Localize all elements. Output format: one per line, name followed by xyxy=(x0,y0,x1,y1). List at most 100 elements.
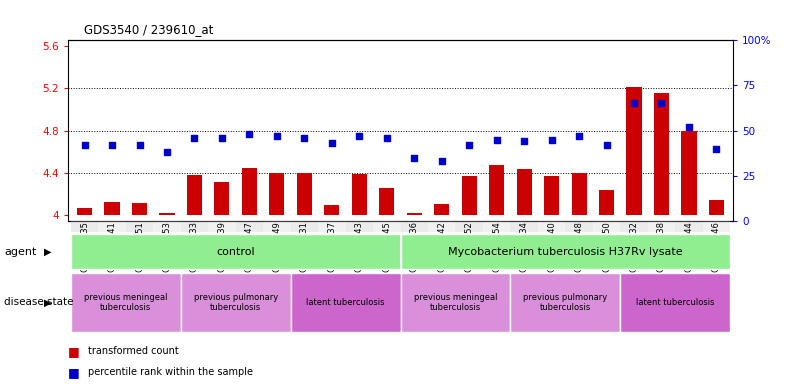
Bar xyxy=(318,221,345,232)
Point xyxy=(628,101,641,107)
Bar xyxy=(373,221,400,232)
Text: ▶: ▶ xyxy=(44,247,51,257)
Point xyxy=(408,155,421,161)
Text: GSM280348: GSM280348 xyxy=(574,221,584,272)
Text: GSM280335: GSM280335 xyxy=(80,221,89,272)
Text: ▶: ▶ xyxy=(44,297,51,308)
Bar xyxy=(291,273,400,332)
Point xyxy=(545,137,558,143)
Point xyxy=(106,142,119,148)
Bar xyxy=(682,131,697,215)
Text: ■: ■ xyxy=(68,366,80,379)
Point xyxy=(490,137,503,143)
Bar xyxy=(572,173,586,215)
Bar xyxy=(70,221,99,232)
Bar xyxy=(566,221,593,232)
Bar xyxy=(702,221,731,232)
Point xyxy=(188,135,201,141)
Bar xyxy=(675,221,702,232)
Text: transformed count: transformed count xyxy=(88,346,179,356)
Text: GSM280350: GSM280350 xyxy=(602,221,611,272)
Point xyxy=(435,158,448,164)
Bar xyxy=(483,221,510,232)
Text: GSM280331: GSM280331 xyxy=(300,221,309,272)
Bar xyxy=(352,174,367,215)
Bar xyxy=(297,173,312,215)
Bar xyxy=(599,190,614,215)
Bar xyxy=(181,273,291,332)
Bar xyxy=(400,234,731,269)
Bar xyxy=(126,221,153,232)
Text: previous meningeal
tuberculosis: previous meningeal tuberculosis xyxy=(413,293,497,312)
Bar xyxy=(187,175,202,215)
Point xyxy=(215,135,228,141)
Text: previous pulmonary
tuberculosis: previous pulmonary tuberculosis xyxy=(523,293,607,312)
Point xyxy=(517,138,530,144)
Text: latent tuberculosis: latent tuberculosis xyxy=(636,298,714,307)
Text: GSM280353: GSM280353 xyxy=(163,221,171,272)
Text: GSM280333: GSM280333 xyxy=(190,221,199,272)
Bar xyxy=(428,221,456,232)
Bar xyxy=(620,221,648,232)
Point xyxy=(380,135,393,141)
Text: GSM280347: GSM280347 xyxy=(245,221,254,272)
Point xyxy=(325,140,338,146)
Point xyxy=(353,133,366,139)
Text: GSM280352: GSM280352 xyxy=(465,221,473,272)
Bar xyxy=(510,273,620,332)
Bar xyxy=(235,221,264,232)
Text: control: control xyxy=(216,247,255,257)
Text: GSM280332: GSM280332 xyxy=(630,221,638,272)
Bar xyxy=(291,221,318,232)
Bar xyxy=(517,169,532,215)
Text: GSM280343: GSM280343 xyxy=(355,221,364,272)
Text: GSM280337: GSM280337 xyxy=(328,221,336,272)
Bar xyxy=(132,203,147,215)
Point xyxy=(243,131,256,137)
Bar xyxy=(99,221,126,232)
Point xyxy=(463,142,476,148)
Bar xyxy=(181,221,208,232)
Bar xyxy=(324,205,340,215)
Bar xyxy=(345,221,373,232)
Text: GSM280342: GSM280342 xyxy=(437,221,446,272)
Point xyxy=(710,146,723,152)
Text: GSM280349: GSM280349 xyxy=(272,221,281,272)
Bar xyxy=(208,221,235,232)
Bar xyxy=(434,204,449,215)
Text: previous meningeal
tuberculosis: previous meningeal tuberculosis xyxy=(84,293,167,312)
Bar xyxy=(242,168,257,215)
Text: GSM280351: GSM280351 xyxy=(135,221,144,272)
Text: GSM280340: GSM280340 xyxy=(547,221,556,272)
Bar xyxy=(709,200,724,215)
Bar xyxy=(269,173,284,215)
Text: GSM280339: GSM280339 xyxy=(217,221,227,272)
Point xyxy=(655,101,668,107)
Bar xyxy=(264,221,291,232)
Bar xyxy=(648,221,675,232)
Bar xyxy=(400,273,510,332)
Text: GSM280341: GSM280341 xyxy=(107,221,116,272)
Bar xyxy=(400,221,428,232)
Bar xyxy=(544,176,559,215)
Text: disease state: disease state xyxy=(4,297,74,308)
Bar xyxy=(379,188,394,215)
Bar xyxy=(70,273,181,332)
Point xyxy=(298,135,311,141)
Bar xyxy=(593,221,620,232)
Text: GSM280336: GSM280336 xyxy=(410,221,419,272)
Bar xyxy=(104,202,119,215)
Bar xyxy=(489,164,504,215)
Point xyxy=(271,133,284,139)
Bar xyxy=(510,221,537,232)
Point xyxy=(573,133,586,139)
Point xyxy=(682,124,695,130)
Bar xyxy=(77,208,92,215)
Point xyxy=(133,142,146,148)
Bar xyxy=(537,221,566,232)
Text: GDS3540 / 239610_at: GDS3540 / 239610_at xyxy=(84,23,214,36)
Text: GSM280344: GSM280344 xyxy=(685,221,694,272)
Text: GSM280346: GSM280346 xyxy=(712,221,721,272)
Text: latent tuberculosis: latent tuberculosis xyxy=(306,298,384,307)
Text: GSM280334: GSM280334 xyxy=(520,221,529,272)
